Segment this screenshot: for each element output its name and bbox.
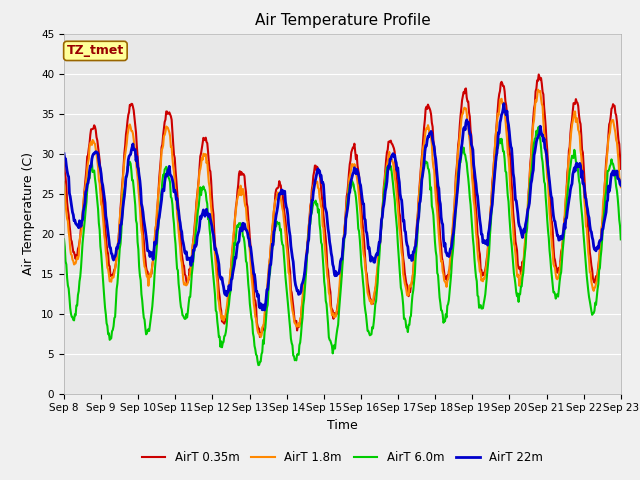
AirT 1.8m <box>70 262 78 267</box>
AirT 22m <box>214 253 221 259</box>
AirT 1.8m <box>617 184 625 190</box>
Title: Air Temperature Profile: Air Temperature Profile <box>255 13 430 28</box>
AirT 6.0m <box>428 184 435 190</box>
AirT 22m <box>617 182 625 188</box>
AirT 0.35m <box>70 250 78 255</box>
AirT 22m <box>127 147 135 153</box>
AirT 0.35m <box>617 166 625 172</box>
AirT 1.8m <box>257 334 264 340</box>
AirT 6.0m <box>60 236 68 242</box>
AirT 22m <box>184 256 192 262</box>
AirT 6.0m <box>184 308 192 314</box>
AirT 22m <box>60 151 68 156</box>
AirT 0.35m <box>428 111 435 117</box>
AirT 1.8m <box>411 251 419 256</box>
AirT 0.35m <box>256 334 264 340</box>
AirT 22m <box>500 101 508 107</box>
AirT 0.35m <box>411 247 419 253</box>
AirT 22m <box>428 129 435 134</box>
Text: TZ_tmet: TZ_tmet <box>67 44 124 58</box>
AirT 0.35m <box>535 72 543 77</box>
AirT 22m <box>411 245 419 251</box>
Legend: AirT 0.35m, AirT 1.8m, AirT 6.0m, AirT 22m: AirT 0.35m, AirT 1.8m, AirT 6.0m, AirT 2… <box>137 446 548 469</box>
AirT 0.35m <box>184 279 192 285</box>
AirT 22m <box>70 218 78 224</box>
AirT 6.0m <box>255 362 262 368</box>
AirT 22m <box>260 307 268 313</box>
AirT 1.8m <box>60 179 68 185</box>
AirT 1.8m <box>127 128 135 134</box>
AirT 6.0m <box>70 317 78 323</box>
Line: AirT 1.8m: AirT 1.8m <box>64 90 621 337</box>
AirT 6.0m <box>214 319 221 324</box>
AirT 6.0m <box>127 168 135 174</box>
Line: AirT 0.35m: AirT 0.35m <box>64 74 621 337</box>
Line: AirT 22m: AirT 22m <box>64 104 621 310</box>
AirT 1.8m <box>428 135 435 141</box>
AirT 6.0m <box>535 124 543 130</box>
AirT 1.8m <box>214 280 221 286</box>
AirT 0.35m <box>127 101 135 107</box>
Y-axis label: Air Temperature (C): Air Temperature (C) <box>22 152 35 275</box>
AirT 0.35m <box>60 157 68 163</box>
AirT 1.8m <box>534 87 542 93</box>
AirT 6.0m <box>411 271 419 277</box>
Line: AirT 6.0m: AirT 6.0m <box>64 127 621 365</box>
AirT 1.8m <box>184 279 192 285</box>
X-axis label: Time: Time <box>327 419 358 432</box>
AirT 0.35m <box>214 271 221 276</box>
AirT 6.0m <box>617 237 625 242</box>
